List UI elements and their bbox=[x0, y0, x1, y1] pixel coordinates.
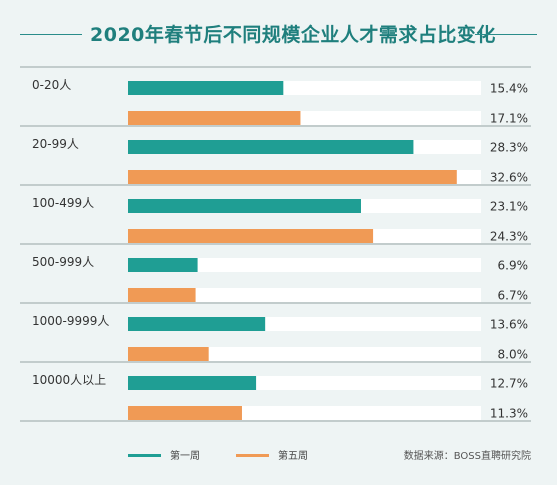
legend: 第一周 第五周 bbox=[128, 449, 308, 462]
category-label: 100-499人 bbox=[32, 196, 94, 210]
bar-track bbox=[128, 258, 481, 272]
value-label: 13.6% bbox=[490, 318, 528, 332]
title-rule-right bbox=[475, 34, 537, 35]
bar-week1 bbox=[128, 140, 414, 154]
source-note: 数据来源：BOSS直聘研究院 bbox=[404, 449, 531, 462]
page-title: 2020年春节后不同规模企业人才需求占比变化 bbox=[90, 24, 496, 46]
bar-week1 bbox=[128, 258, 198, 272]
category-label: 10000人以上 bbox=[32, 373, 106, 387]
value-label: 28.3% bbox=[490, 141, 528, 155]
bar-track bbox=[128, 288, 481, 302]
value-label: 11.3% bbox=[490, 407, 528, 421]
category-label: 1000-9999人 bbox=[32, 314, 109, 328]
bar-week1 bbox=[128, 317, 266, 331]
legend-label-week5: 第五周 bbox=[278, 449, 308, 462]
legend-label-week1: 第一周 bbox=[170, 449, 200, 462]
legend-swatch-week1 bbox=[128, 454, 161, 457]
bar-track bbox=[128, 347, 481, 361]
bar-week1 bbox=[128, 376, 257, 390]
bar-week5 bbox=[128, 406, 242, 420]
category-label: 20-99人 bbox=[32, 137, 79, 151]
bar-week5 bbox=[128, 111, 301, 125]
value-label: 6.9% bbox=[498, 259, 529, 273]
value-label: 12.7% bbox=[490, 377, 528, 391]
plot-area: 0-20人 15.4% 17.1% 20-99人 28.3% 32.6% 100-499人 2… bbox=[20, 66, 531, 422]
value-label: 32.6% bbox=[490, 171, 528, 185]
legend-swatch-week5 bbox=[236, 454, 269, 457]
value-label: 15.4% bbox=[490, 82, 528, 96]
bar-week5 bbox=[128, 288, 196, 302]
value-label: 24.3% bbox=[490, 230, 528, 244]
bar-week1 bbox=[128, 81, 284, 95]
bar-week5 bbox=[128, 347, 209, 361]
value-label: 23.1% bbox=[490, 200, 528, 214]
title-bar: 2020年春节后不同规模企业人才需求占比变化 bbox=[0, 12, 557, 48]
value-label: 8.0% bbox=[498, 348, 529, 362]
bar-week5 bbox=[128, 229, 374, 243]
bar-week1 bbox=[128, 199, 361, 213]
category-label: 500-999人 bbox=[32, 255, 94, 269]
value-label: 17.1% bbox=[490, 112, 528, 126]
title-rule-left bbox=[20, 34, 82, 35]
category-label: 0-20人 bbox=[32, 78, 71, 92]
value-label: 6.7% bbox=[498, 289, 529, 303]
bar-week5 bbox=[128, 170, 457, 184]
